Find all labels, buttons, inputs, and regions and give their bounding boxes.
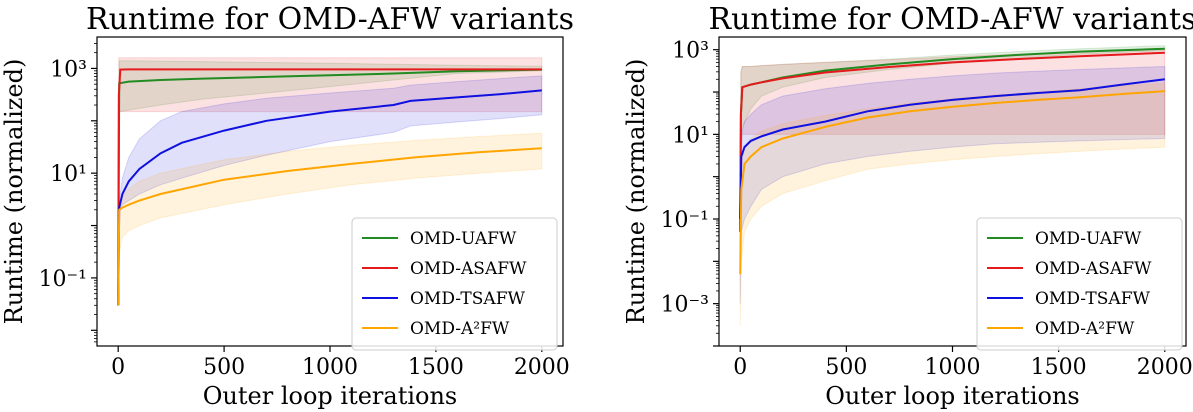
legend-box bbox=[976, 217, 1183, 351]
x-axis-label: Outer loop iterations bbox=[825, 382, 1080, 410]
legend-label: OMD-TSAFW bbox=[410, 289, 525, 309]
x-ticks: 0 500 1000 1500 2000 bbox=[111, 346, 570, 380]
y-ticks: 10⁻³ 10⁻¹ 10¹ 10³ bbox=[661, 39, 719, 347]
chart-right: 0 500 1000 1500 2000 10⁻³ 10⁻¹ 10¹ 10³ Runtime … bbox=[622, 2, 1193, 410]
lines-layer bbox=[117, 68, 542, 306]
x-tick-label: 500 bbox=[203, 355, 245, 380]
x-tick-label: 1000 bbox=[302, 355, 358, 380]
y-tick-label: 10⁻³ bbox=[661, 293, 709, 318]
x-tick-label: 2000 bbox=[514, 355, 570, 380]
series-line bbox=[117, 68, 542, 306]
legend-box bbox=[351, 217, 558, 351]
y-tick-label: 10⁻¹ bbox=[661, 208, 709, 233]
bands-layer bbox=[117, 57, 543, 306]
chart-title: Runtime for OMD-AFW variants bbox=[86, 2, 574, 37]
legend-label: OMD-TSAFW bbox=[1035, 289, 1150, 309]
series-band bbox=[739, 82, 1166, 326]
chart-title: Runtime for OMD-AFW variants bbox=[709, 2, 1193, 37]
y-axis-label: Runtime (normalized) bbox=[622, 59, 650, 325]
x-tick-label: 2000 bbox=[1137, 355, 1193, 380]
series-band bbox=[117, 57, 543, 306]
y-tick-label: 10¹ bbox=[672, 123, 709, 148]
series-band bbox=[117, 132, 543, 306]
legend-label: OMD-ASAFW bbox=[410, 259, 527, 279]
series-band bbox=[117, 75, 543, 306]
series-line bbox=[117, 147, 542, 306]
legend-label: OMD-ASAFW bbox=[1035, 259, 1152, 279]
x-axis-label: Outer loop iterations bbox=[203, 382, 458, 410]
series-line bbox=[739, 51, 1165, 232]
y-axis-label: Runtime (normalized) bbox=[0, 59, 28, 325]
x-tick-label: 0 bbox=[111, 355, 125, 380]
y-tick-label: 10¹ bbox=[50, 162, 87, 187]
series-line bbox=[117, 68, 542, 306]
series-line bbox=[739, 90, 1165, 275]
legend: OMD-UAFW OMD-ASAFW OMD-TSAFW OMD-A²FW bbox=[351, 217, 558, 351]
x-ticks: 0 500 1000 1500 2000 bbox=[733, 346, 1193, 380]
series-band bbox=[739, 45, 1166, 262]
legend-label: OMD-A²FW bbox=[1035, 319, 1135, 339]
y-ticks: 10⁻¹ 10¹ 10³ bbox=[39, 43, 97, 343]
legend: OMD-UAFW OMD-ASAFW OMD-TSAFW OMD-A²FW bbox=[976, 217, 1183, 351]
x-tick-label: 1000 bbox=[925, 355, 981, 380]
x-tick-label: 0 bbox=[733, 355, 747, 380]
x-tick-label: 1500 bbox=[408, 355, 464, 380]
series-band bbox=[739, 65, 1166, 304]
y-tick-label: 10³ bbox=[672, 39, 709, 64]
chart-left: 0 500 1000 1500 2000 10⁻¹ 10¹ 10³ Runtime for … bbox=[0, 2, 574, 410]
x-tick-label: 500 bbox=[825, 355, 867, 380]
lines-layer bbox=[739, 47, 1165, 275]
series-band bbox=[739, 48, 1166, 262]
x-tick-label: 1500 bbox=[1031, 355, 1087, 380]
y-tick-label: 10⁻¹ bbox=[39, 267, 87, 292]
legend-label: OMD-UAFW bbox=[410, 229, 517, 249]
legend-label: OMD-UAFW bbox=[1035, 229, 1142, 249]
bands-layer bbox=[739, 45, 1166, 326]
series-line bbox=[117, 89, 542, 306]
series-line bbox=[739, 78, 1165, 220]
legend-label: OMD-A²FW bbox=[410, 319, 510, 339]
y-tick-label: 10³ bbox=[50, 57, 87, 82]
